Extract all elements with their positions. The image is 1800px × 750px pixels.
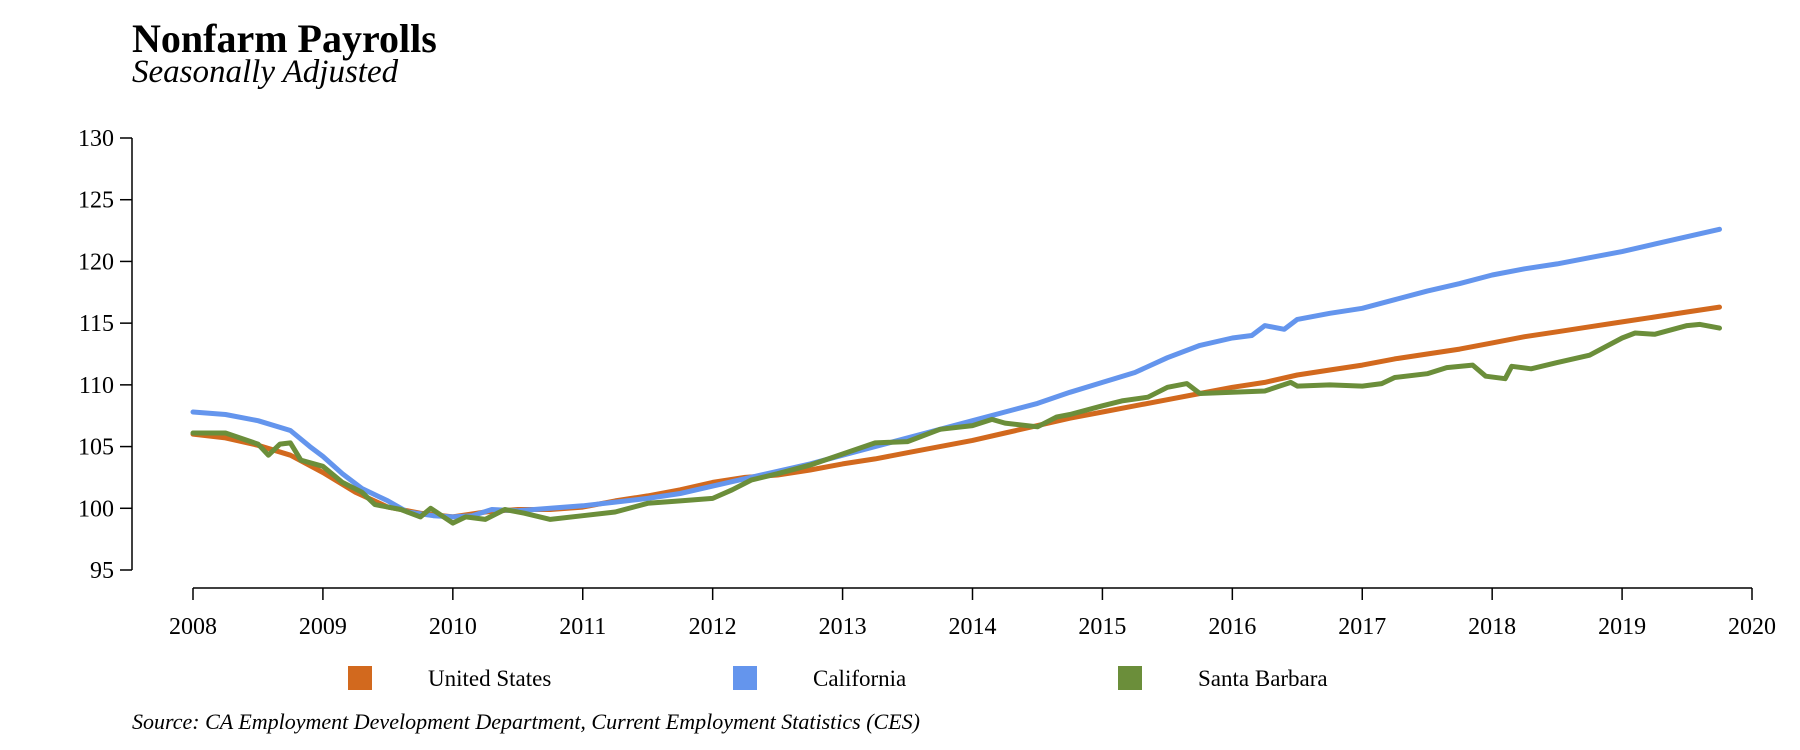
x-tick-label: 2018 bbox=[1468, 614, 1516, 640]
series-line-california bbox=[190, 226, 1722, 520]
x-tick-label: 2012 bbox=[689, 614, 737, 640]
x-tick-label: 2010 bbox=[429, 614, 477, 640]
x-tick-label: 2020 bbox=[1728, 614, 1776, 640]
y-tick-label: 125 bbox=[78, 188, 114, 214]
legend-swatch-united-states bbox=[348, 666, 372, 690]
chart-source-note: Source: CA Employment Development Depart… bbox=[132, 709, 920, 734]
x-tick-label: 2019 bbox=[1598, 614, 1646, 640]
series-line-united-states bbox=[190, 304, 1722, 520]
y-tick-label: 105 bbox=[78, 435, 114, 461]
legend-swatch-santa-barbara bbox=[1118, 666, 1142, 690]
y-tick-label: 110 bbox=[79, 373, 114, 399]
y-tick-label: 100 bbox=[78, 496, 114, 522]
x-tick-label: 2011 bbox=[559, 614, 606, 640]
legend-label-santa-barbara: Santa Barbara bbox=[1198, 666, 1328, 691]
x-tick-label: 2014 bbox=[949, 614, 997, 640]
y-tick-label: 95 bbox=[90, 558, 114, 584]
series-line-santa-barbara bbox=[190, 321, 1722, 526]
y-tick-label: 120 bbox=[78, 249, 114, 275]
y-tick-label: 130 bbox=[78, 126, 114, 152]
x-tick-label: 2016 bbox=[1208, 614, 1256, 640]
y-tick-label: 115 bbox=[79, 311, 114, 337]
chart-legend: United States California Santa Barbara bbox=[348, 666, 1328, 691]
chart-title: Nonfarm Payrolls bbox=[132, 16, 437, 61]
legend-label-united-states: United States bbox=[428, 666, 551, 691]
chart-axes: 95 100 105 110 115 120 125 130 2008 2009 2010 2011 2… bbox=[78, 126, 1776, 640]
x-tick-label: 2015 bbox=[1078, 614, 1126, 640]
legend-label-california: California bbox=[813, 666, 906, 691]
chart-subtitle: Seasonally Adjusted bbox=[132, 54, 399, 90]
x-tick-label: 2013 bbox=[819, 614, 867, 640]
chart-series-group bbox=[190, 226, 1722, 526]
x-tick-label: 2017 bbox=[1338, 614, 1386, 640]
x-tick-label: 2008 bbox=[169, 614, 217, 640]
legend-swatch-california bbox=[733, 666, 757, 690]
x-tick-label: 2009 bbox=[299, 614, 347, 640]
